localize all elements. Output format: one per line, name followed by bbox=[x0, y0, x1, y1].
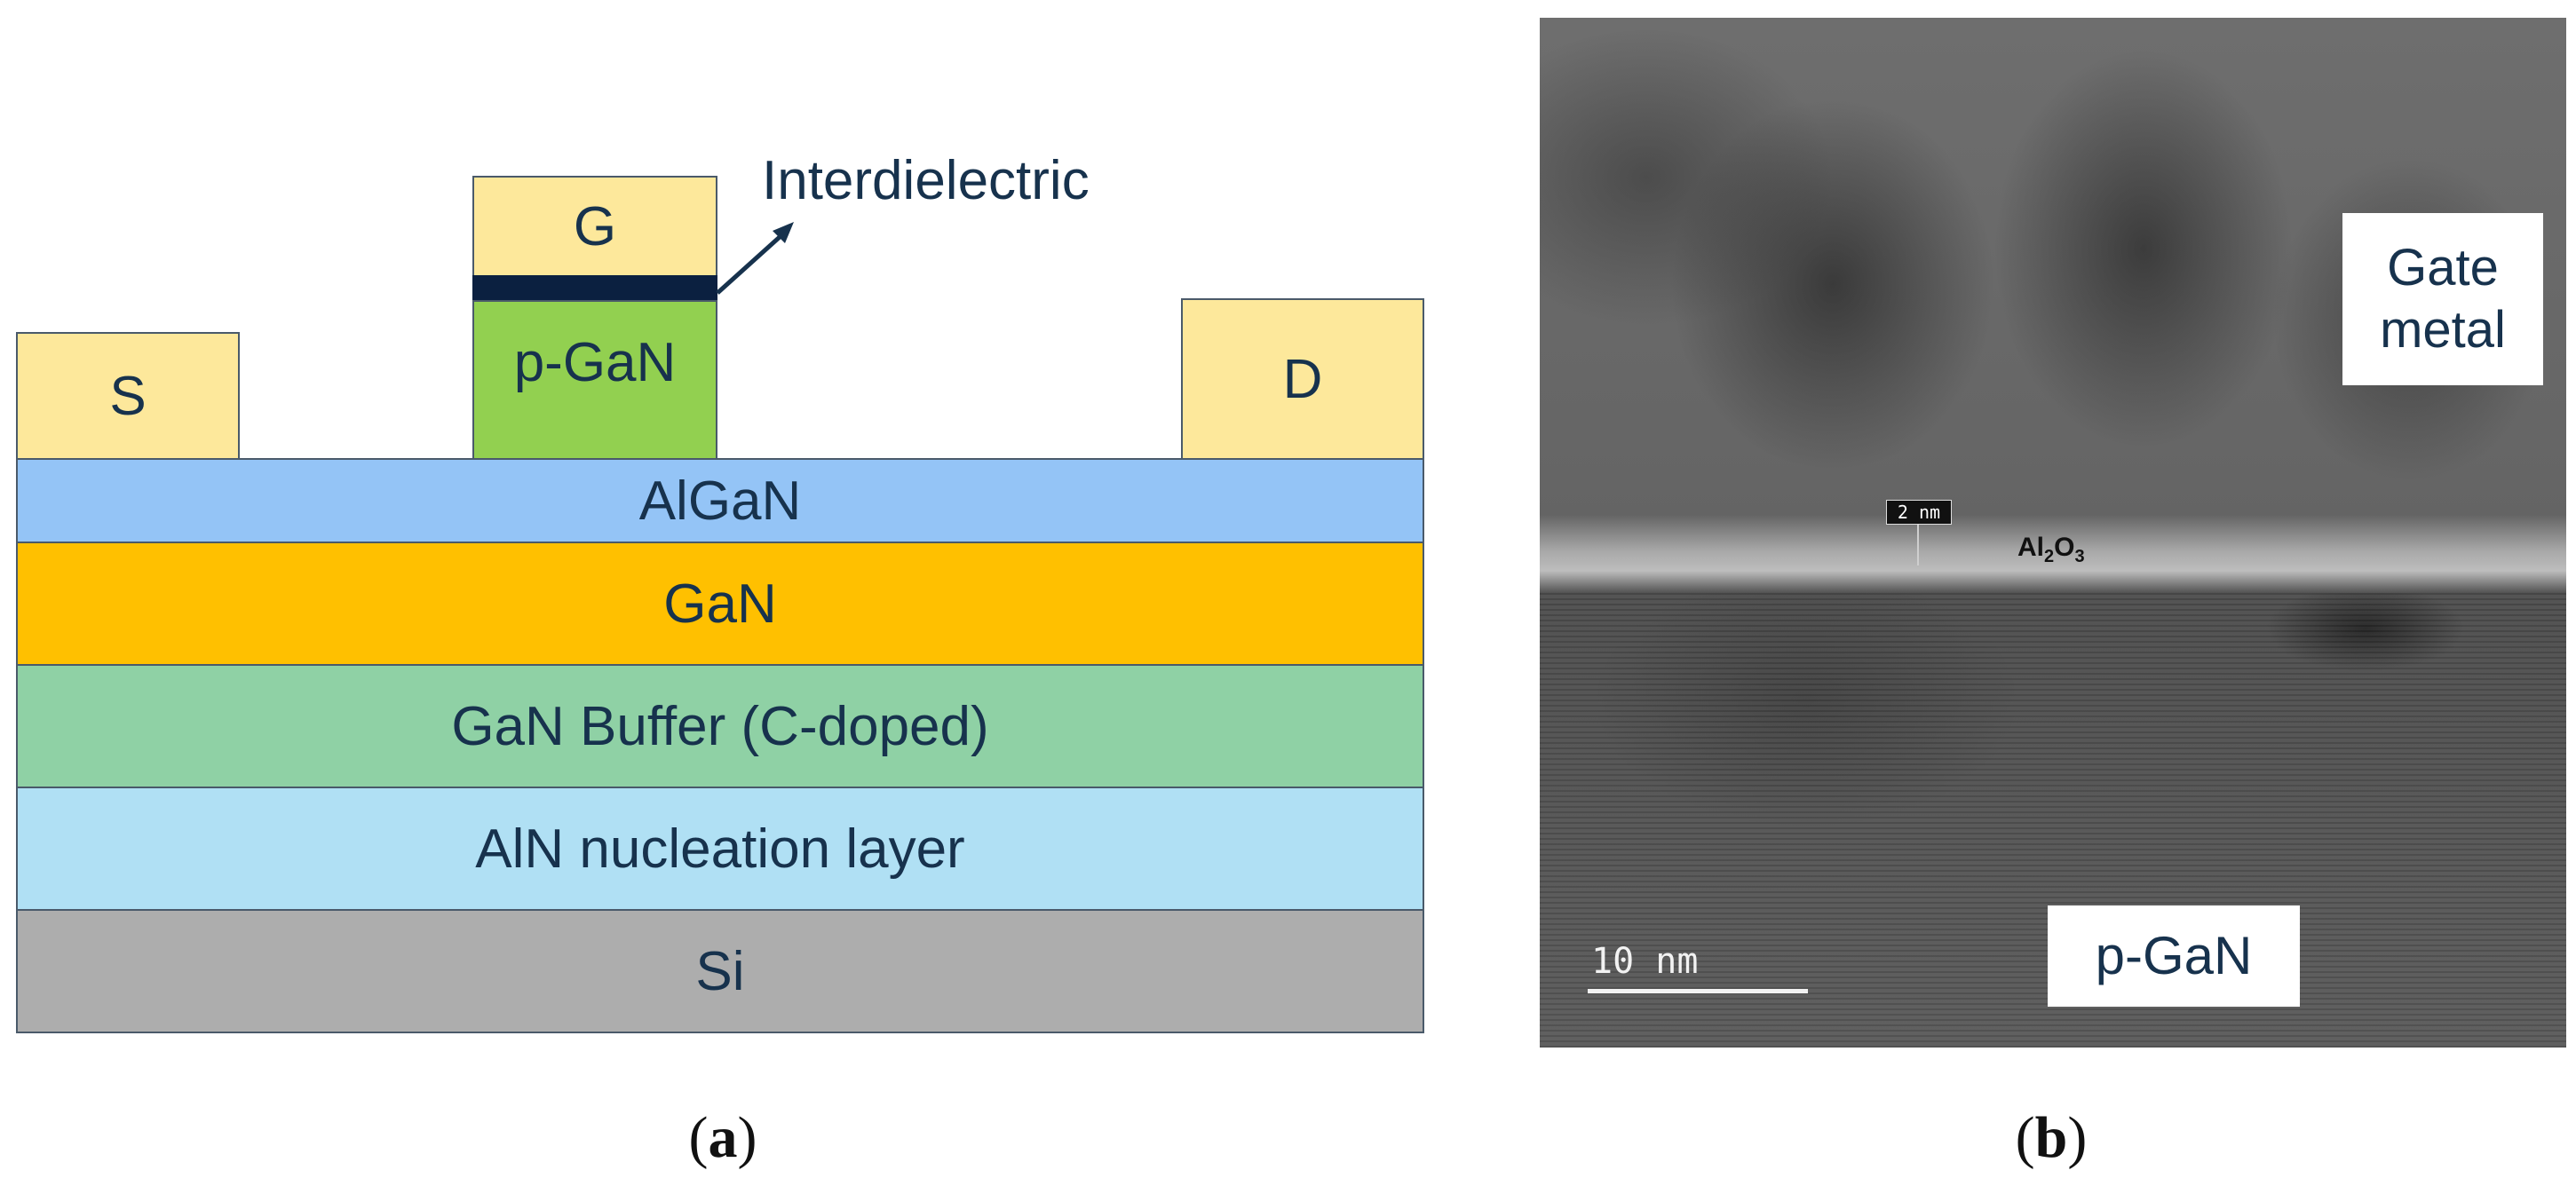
layer-gan-buffer: GaN Buffer (C-doped) bbox=[16, 664, 1424, 788]
pgan-layer: p-GaN bbox=[472, 300, 717, 460]
interdielectric-label: Interdielectric bbox=[762, 150, 1090, 211]
tem-micrograph: 2 nm Al2O3 10 nm Gate metal p-GaN bbox=[1540, 18, 2566, 1048]
interdielectric-layer bbox=[472, 275, 717, 302]
panel-label-a: (a) bbox=[688, 1105, 757, 1170]
source-contact: S bbox=[16, 332, 240, 460]
inset-scale-label: 2 nm bbox=[1886, 500, 1952, 525]
scale-bar bbox=[1588, 989, 1808, 993]
tem-pgan-label: p-GaN bbox=[2048, 905, 2300, 1007]
inset-scale-tick bbox=[1917, 525, 1919, 565]
drain-contact: D bbox=[1181, 298, 1424, 460]
interdielectric-arrow bbox=[716, 222, 794, 295]
panel-label-b: (b) bbox=[2015, 1105, 2088, 1170]
gate-contact: G bbox=[472, 176, 717, 277]
layer-gan: GaN bbox=[16, 542, 1424, 666]
oxide-label: Al2O3 bbox=[2017, 533, 2085, 566]
layer-aln-nucleation: AlN nucleation layer bbox=[16, 787, 1424, 911]
oxide-interface-band bbox=[1540, 515, 2566, 595]
gate-metal-label: Gate metal bbox=[2342, 213, 2543, 385]
scale-bar-label: 10 nm bbox=[1591, 941, 1699, 982]
device-cross-section: AlGaN GaN GaN Buffer (C-doped) AlN nucle… bbox=[16, 150, 1424, 1033]
layer-si-substrate: Si bbox=[16, 909, 1424, 1033]
layer-algan: AlGaN bbox=[16, 458, 1424, 543]
